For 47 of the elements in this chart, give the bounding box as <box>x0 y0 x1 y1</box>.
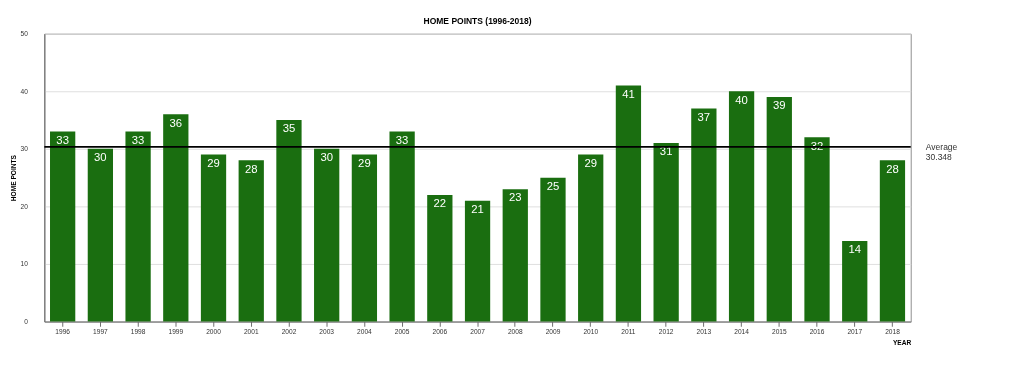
bar <box>842 240 868 322</box>
ref-line-label: Average 30.348 <box>925 141 958 163</box>
data-label: 22 <box>433 197 447 210</box>
data-label: 28 <box>886 162 899 175</box>
data-label: 33 <box>131 133 145 146</box>
bar <box>464 200 491 322</box>
data-label: 29 <box>584 156 597 169</box>
data-label: 33 <box>395 133 409 146</box>
data-label: 36 <box>169 116 183 129</box>
bar <box>691 108 717 322</box>
bar <box>314 148 340 322</box>
data-label: 39 <box>773 99 786 112</box>
data-label: 29 <box>207 156 220 169</box>
data-label: 41 <box>622 87 635 100</box>
bar <box>427 194 453 322</box>
bar <box>615 85 642 322</box>
bar <box>276 120 302 322</box>
bar <box>653 143 679 322</box>
data-label: 33 <box>56 133 69 146</box>
bar <box>50 131 76 322</box>
bar <box>200 154 227 322</box>
bar <box>87 148 113 322</box>
data-label: 25 <box>546 179 560 192</box>
bar <box>728 91 755 322</box>
bar <box>879 160 906 322</box>
bar <box>540 177 566 322</box>
data-label: 31 <box>659 145 673 158</box>
bar <box>389 131 415 322</box>
data-label: 30 <box>320 151 333 164</box>
chart-title: HOME POINTS (1996-2018) <box>423 16 532 27</box>
bar <box>238 160 264 322</box>
data-label: 23 <box>508 191 522 204</box>
data-label: 30 <box>94 151 107 164</box>
data-label: 35 <box>282 122 296 135</box>
data-label: 29 <box>358 156 371 169</box>
bar <box>125 131 151 322</box>
data-label: 37 <box>697 110 711 123</box>
data-label: 28 <box>244 162 258 175</box>
bar <box>578 154 604 322</box>
bar <box>351 154 378 322</box>
bar <box>804 137 830 322</box>
bar <box>163 114 189 322</box>
data-label: 14 <box>848 243 862 256</box>
bar <box>766 97 792 322</box>
data-label: 40 <box>735 93 748 106</box>
bar <box>502 189 528 322</box>
data-label: 21 <box>471 202 484 215</box>
